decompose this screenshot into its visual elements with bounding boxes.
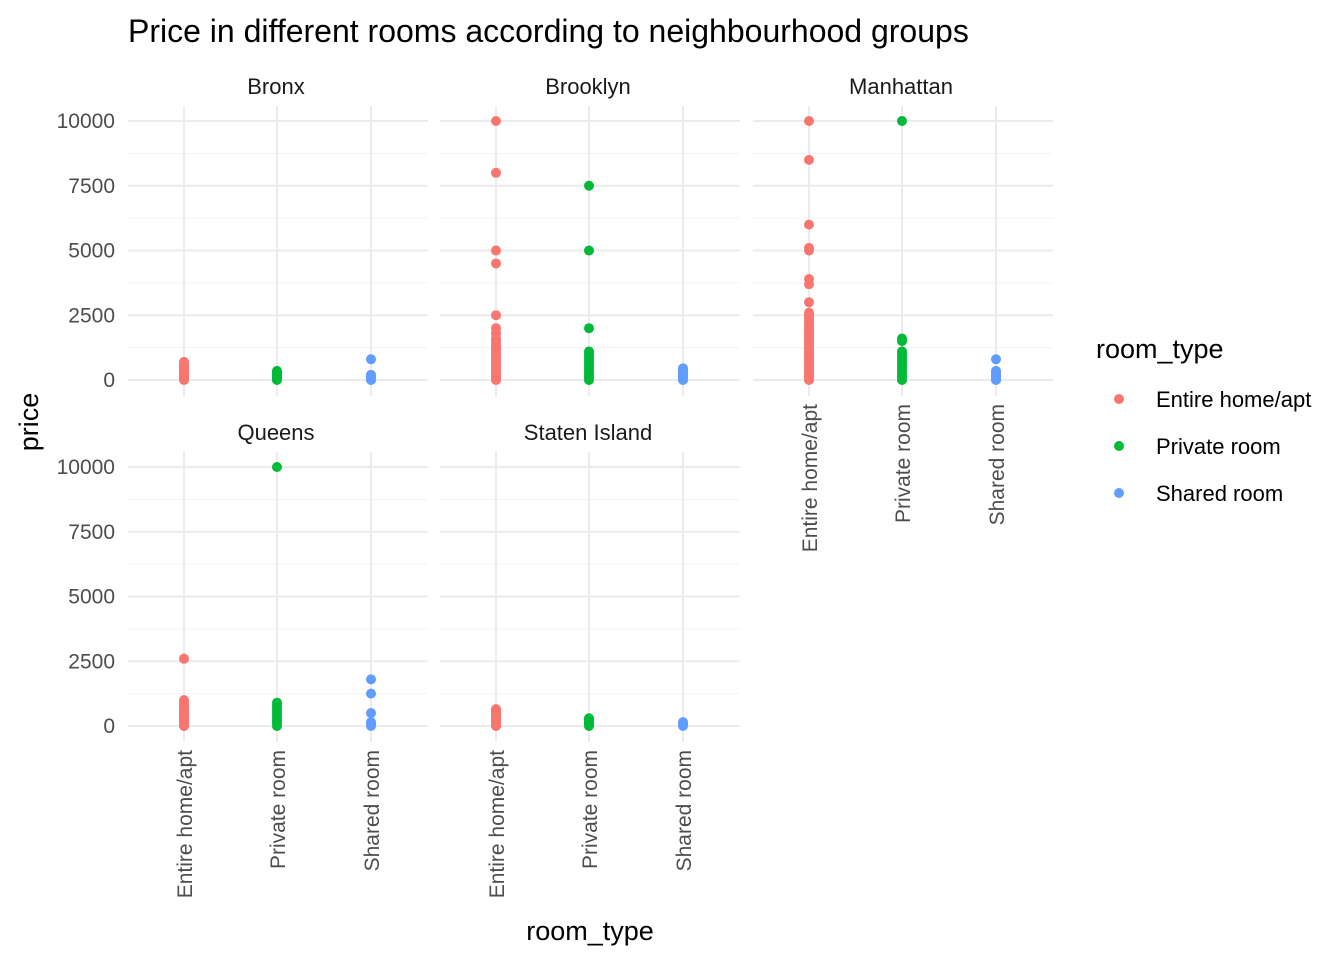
chart-title: Price in different rooms according to ne… — [128, 13, 969, 49]
y-tick-label: 10000 — [57, 456, 115, 479]
x-tick-label: Entire home/apt — [486, 750, 509, 898]
panel-bronx: Bronx 0 2500 5000 7500 10000 — [57, 74, 428, 396]
data-point — [366, 688, 376, 699]
data-point — [584, 245, 594, 256]
data-point — [366, 674, 376, 685]
x-tick-label: Shared room — [361, 750, 384, 871]
data-point — [491, 116, 501, 126]
data-point — [491, 258, 501, 269]
legend-key — [1114, 394, 1124, 404]
data-point — [491, 167, 501, 178]
data-point — [584, 323, 594, 334]
y-tick-label: 10000 — [57, 110, 115, 133]
legend-title: room_type — [1096, 334, 1224, 364]
data-point — [179, 356, 189, 367]
facet-panels: Bronx 0 2500 5000 7500 10000 Brooklyn Manhattan… — [57, 74, 1053, 898]
data-point — [804, 297, 814, 308]
x-tick-label: Entire home/apt — [174, 750, 197, 898]
y-tick-label: 5000 — [68, 240, 115, 263]
data-point — [366, 369, 376, 380]
y-tick-label: 0 — [103, 715, 115, 738]
data-point — [804, 242, 814, 253]
facet-label: Bronx — [247, 74, 304, 99]
x-tick-label: Private room — [892, 404, 915, 523]
data-point — [991, 365, 1001, 376]
legend-label: Shared room — [1156, 481, 1283, 506]
x-tick-label: Entire home/apt — [799, 404, 822, 552]
facet-label: Staten Island — [524, 420, 652, 445]
data-point — [897, 346, 907, 357]
data-point — [366, 354, 376, 365]
legend-key — [1114, 488, 1124, 498]
x-tick-label: Private room — [267, 750, 290, 869]
y-tick-label: 0 — [103, 369, 115, 392]
data-point — [991, 354, 1001, 365]
data-point — [179, 695, 189, 706]
x-tick-label: Shared room — [673, 750, 696, 871]
y-tick-label: 5000 — [68, 586, 115, 609]
panel-manhattan: Manhattan Entire home/apt Private room Shar… — [753, 74, 1053, 552]
legend-label: Entire home/apt — [1156, 387, 1311, 412]
data-point — [897, 116, 907, 126]
x-tick-label: Shared room — [986, 404, 1009, 525]
y-tick-label: 7500 — [68, 175, 115, 198]
facet-label: Manhattan — [849, 74, 953, 99]
x-axis-title: room_type — [526, 916, 654, 946]
legend-label: Private room — [1156, 434, 1281, 459]
y-tick-label: 2500 — [68, 304, 115, 327]
panel-brooklyn: Brooklyn — [440, 74, 740, 396]
data-point — [678, 717, 688, 728]
y-axis-title: price — [14, 393, 44, 452]
data-point — [491, 245, 501, 256]
panel-staten-island: Staten Island Entire home/apt Private room… — [440, 420, 740, 898]
facet-label: Queens — [237, 420, 314, 445]
legend-key — [1114, 441, 1124, 451]
y-tick-label: 7500 — [68, 521, 115, 544]
data-point — [584, 346, 594, 357]
data-point — [179, 653, 189, 664]
data-point — [491, 704, 501, 715]
data-point — [272, 462, 282, 472]
data-point — [897, 333, 907, 344]
data-point — [584, 713, 594, 724]
data-point — [366, 717, 376, 728]
panel-queens: Queens 0 2500 5000 7500 10000 Entire home/apt P… — [57, 420, 428, 898]
data-point — [491, 323, 501, 334]
x-tick-label: Private room — [579, 750, 602, 869]
data-point — [804, 154, 814, 165]
data-point — [804, 116, 814, 126]
data-point — [584, 180, 594, 191]
data-point — [804, 273, 814, 284]
data-point — [272, 365, 282, 376]
data-point — [366, 708, 376, 719]
facet-label: Brooklyn — [545, 74, 631, 99]
data-point — [272, 697, 282, 708]
data-point — [804, 307, 814, 318]
data-point — [491, 310, 501, 321]
y-tick-label: 2500 — [68, 650, 115, 673]
legend: room_type Entire home/apt Private room Sha… — [1096, 334, 1311, 506]
data-point — [678, 363, 688, 374]
data-point — [804, 219, 814, 230]
